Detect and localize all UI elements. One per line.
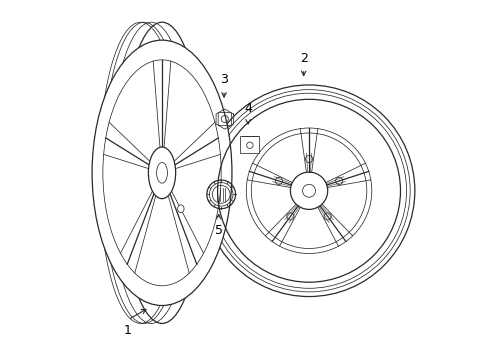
Text: 4: 4 — [244, 102, 251, 115]
Ellipse shape — [177, 205, 183, 213]
Text: 3: 3 — [220, 73, 227, 86]
Text: 1: 1 — [124, 324, 132, 337]
Ellipse shape — [92, 40, 231, 306]
Ellipse shape — [148, 147, 175, 199]
Text: 2: 2 — [299, 51, 307, 64]
Text: 5: 5 — [214, 224, 222, 237]
FancyBboxPatch shape — [240, 136, 259, 153]
